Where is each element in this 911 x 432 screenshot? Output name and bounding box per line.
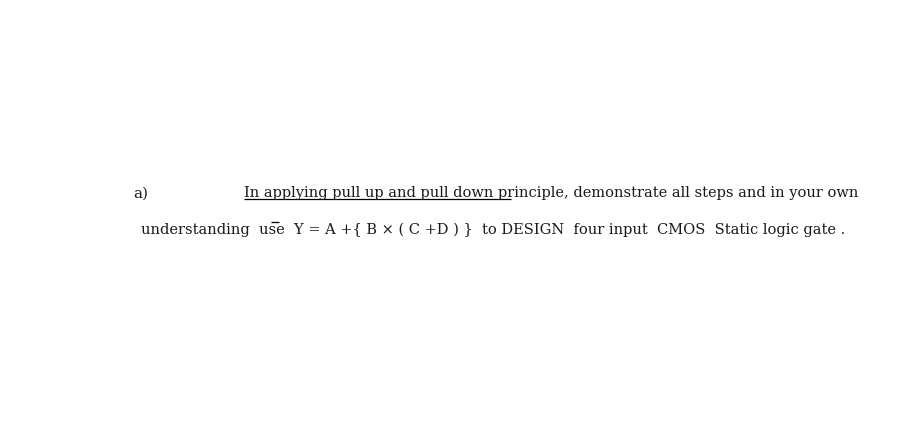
Text: In applying pull up and pull down principle, demonstrate all steps and in your o: In applying pull up and pull down princi… xyxy=(244,186,859,200)
Text: a): a) xyxy=(134,186,148,200)
Text: understanding  use  Y = A +{ B × ( C +D ) }  to DESIGN  four input  CMOS  Static: understanding use Y = A +{ B × ( C +D ) … xyxy=(140,222,845,237)
